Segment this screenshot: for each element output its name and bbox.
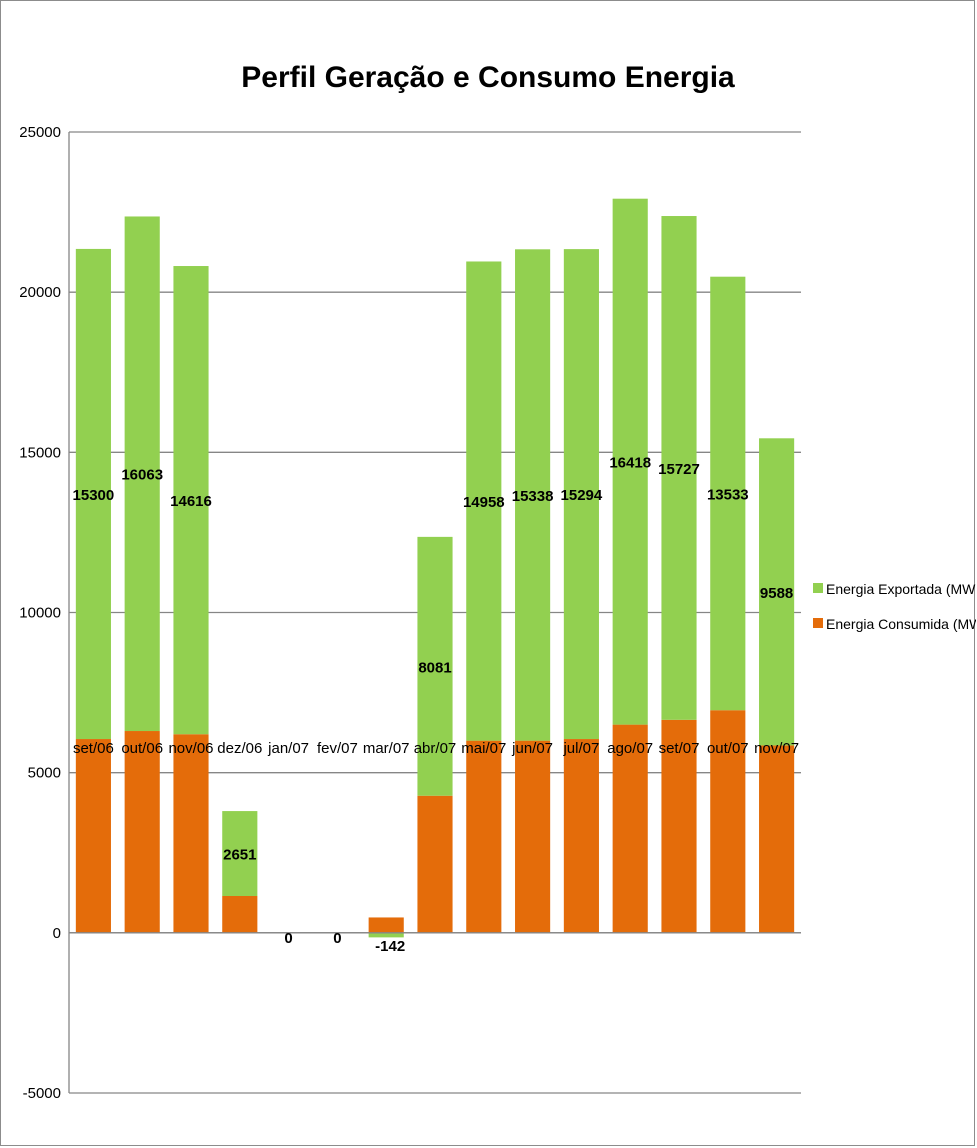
x-tick-label: jun/07 (511, 740, 553, 757)
data-label-exportada: 8081 (418, 659, 451, 676)
bar-consumida (563, 739, 599, 933)
bar-exportada (75, 248, 111, 740)
bar-exportada (466, 261, 502, 741)
bar-exportada (368, 932, 404, 938)
x-tick-label: ago/07 (607, 740, 653, 757)
data-label-exportada: 13533 (707, 486, 749, 503)
bar-consumida (75, 739, 111, 933)
bar-exportada (563, 249, 599, 740)
legend-swatch (813, 618, 823, 628)
data-label-exportada: 14616 (170, 493, 212, 510)
data-label-exportada: 0 (333, 930, 341, 947)
x-tick-label: nov/06 (168, 740, 213, 757)
bar-exportada (710, 276, 746, 711)
bar-consumida (173, 734, 209, 933)
legend-label: Energia Consumida (MWh) (826, 616, 976, 632)
axes (68, 132, 801, 1093)
data-labels: 15300 16063 14616 2651 0 0 -142 8081 14958 15338 1… (73, 455, 794, 955)
chart-title: Perfil Geração e Consumo Energia (241, 61, 735, 94)
bar-exportada (417, 536, 453, 796)
data-label-exportada: 16418 (609, 455, 651, 472)
data-label-exportada: -142 (375, 938, 405, 955)
bar-consumida (515, 740, 551, 933)
bar-exportada (515, 249, 551, 741)
legend-swatch (813, 583, 823, 593)
y-tick-label: 25000 (19, 124, 61, 141)
y-tick-label: 10000 (19, 605, 61, 622)
x-tick-label: jul/07 (562, 740, 599, 757)
bar-consumida (661, 719, 697, 933)
x-tick-label: jan/07 (267, 740, 309, 757)
bar-exportada (124, 216, 160, 732)
x-tick-label: mai/07 (461, 740, 506, 757)
y-tick-label: 20000 (19, 284, 61, 301)
data-label-exportada: 15294 (561, 487, 603, 504)
legend: Energia Exportada (MWh) Energia Consumida… (813, 581, 976, 632)
bar-exportada (661, 216, 697, 720)
x-tick-label: set/06 (73, 740, 114, 757)
x-tick-label: abr/07 (414, 740, 457, 757)
bar-consumida (124, 731, 160, 933)
y-tick-label: -5000 (23, 1085, 61, 1102)
data-label-exportada: 15727 (658, 461, 700, 478)
x-axis-ticks: set/06 out/06 nov/06 dez/06 jan/07 fev/07 mar/… (73, 740, 799, 757)
x-tick-label: dez/06 (217, 740, 262, 757)
y-tick-label: 5000 (28, 765, 61, 782)
data-label-exportada: 9588 (760, 585, 793, 602)
bar-exportada (759, 438, 795, 746)
bar-consumida (612, 724, 648, 933)
bar-exportada (222, 811, 258, 896)
data-label-exportada: 15338 (512, 488, 554, 505)
bar-consumida (710, 710, 746, 933)
x-tick-label: set/07 (659, 740, 700, 757)
data-label-exportada: 2651 (223, 847, 256, 864)
bar-consumida (759, 745, 795, 933)
x-tick-label: nov/07 (754, 740, 799, 757)
bar-consumida (466, 740, 502, 933)
y-tick-label: 15000 (19, 444, 61, 461)
y-tick-label: 0 (53, 925, 61, 942)
x-tick-label: fev/07 (317, 740, 358, 757)
bar-exportada (612, 198, 648, 725)
bar-exportada (173, 266, 209, 735)
bars (75, 198, 795, 938)
x-tick-label: mar/07 (363, 740, 410, 757)
y-axis-ticks: -5000 0 5000 10000 15000 20000 25000 (19, 124, 61, 1102)
bar-consumida (368, 917, 404, 933)
data-label-exportada: 0 (284, 930, 292, 947)
bar-consumida (222, 895, 258, 933)
data-label-exportada: 14958 (463, 494, 505, 511)
bar-consumida (417, 795, 453, 933)
x-tick-label: out/06 (121, 740, 163, 757)
data-label-exportada: 16063 (121, 467, 163, 484)
x-tick-label: out/07 (707, 740, 749, 757)
legend-label: Energia Exportada (MWh) (826, 581, 976, 597)
data-label-exportada: 15300 (73, 487, 115, 504)
